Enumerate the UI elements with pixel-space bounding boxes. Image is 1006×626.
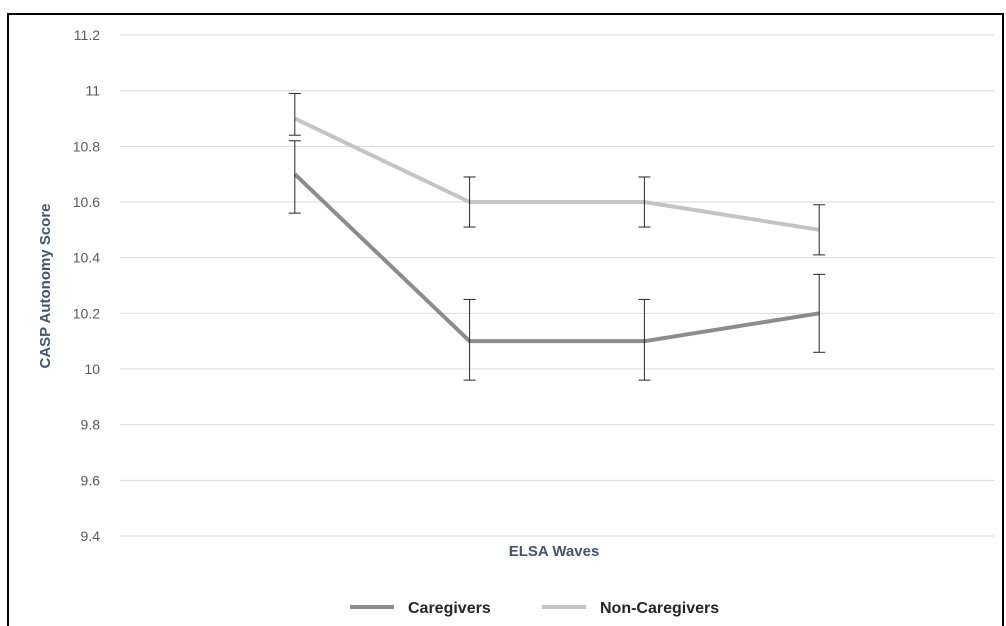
x-axis-title: ELSA Waves	[509, 543, 600, 560]
y-tick-label: 10.2	[73, 305, 100, 321]
error-bars	[288, 92, 826, 381]
error-bar	[638, 298, 651, 381]
error-bar	[813, 204, 826, 256]
y-tick-label: 10	[84, 361, 100, 377]
chart-frame	[7, 13, 1004, 626]
error-bar	[288, 92, 301, 136]
y-tick-label: 10.4	[73, 250, 100, 266]
y-tick-label: 9.6	[81, 472, 101, 488]
y-tick-label: 9.8	[81, 417, 101, 433]
series-lines	[293, 116, 820, 344]
error-bar	[288, 140, 301, 214]
legend: Caregivers Non-Caregivers	[350, 600, 719, 617]
legend-label: Non-Caregivers	[600, 600, 719, 617]
legend-label: Caregivers	[408, 600, 491, 617]
y-tick-label: 9.4	[81, 528, 101, 544]
error-bar	[463, 176, 476, 228]
error-bar	[813, 273, 826, 353]
y-tick-label: 11.2	[74, 27, 100, 43]
y-tick-label: 11	[85, 83, 100, 99]
y-tick-label: 10.8	[73, 138, 100, 154]
series-line-1	[293, 116, 820, 232]
y-axis-title: CASP Autonomy Score	[37, 203, 54, 368]
error-bar	[463, 298, 476, 381]
series-line-0	[293, 172, 820, 344]
gridlines	[120, 34, 994, 537]
error-bar	[638, 176, 651, 228]
y-tick-label: 10.6	[73, 194, 100, 210]
y-axis-ticks: 9.4 9.6 9.8 10 10.2 10.4 10.6 10.8 11 11.2	[73, 27, 100, 544]
